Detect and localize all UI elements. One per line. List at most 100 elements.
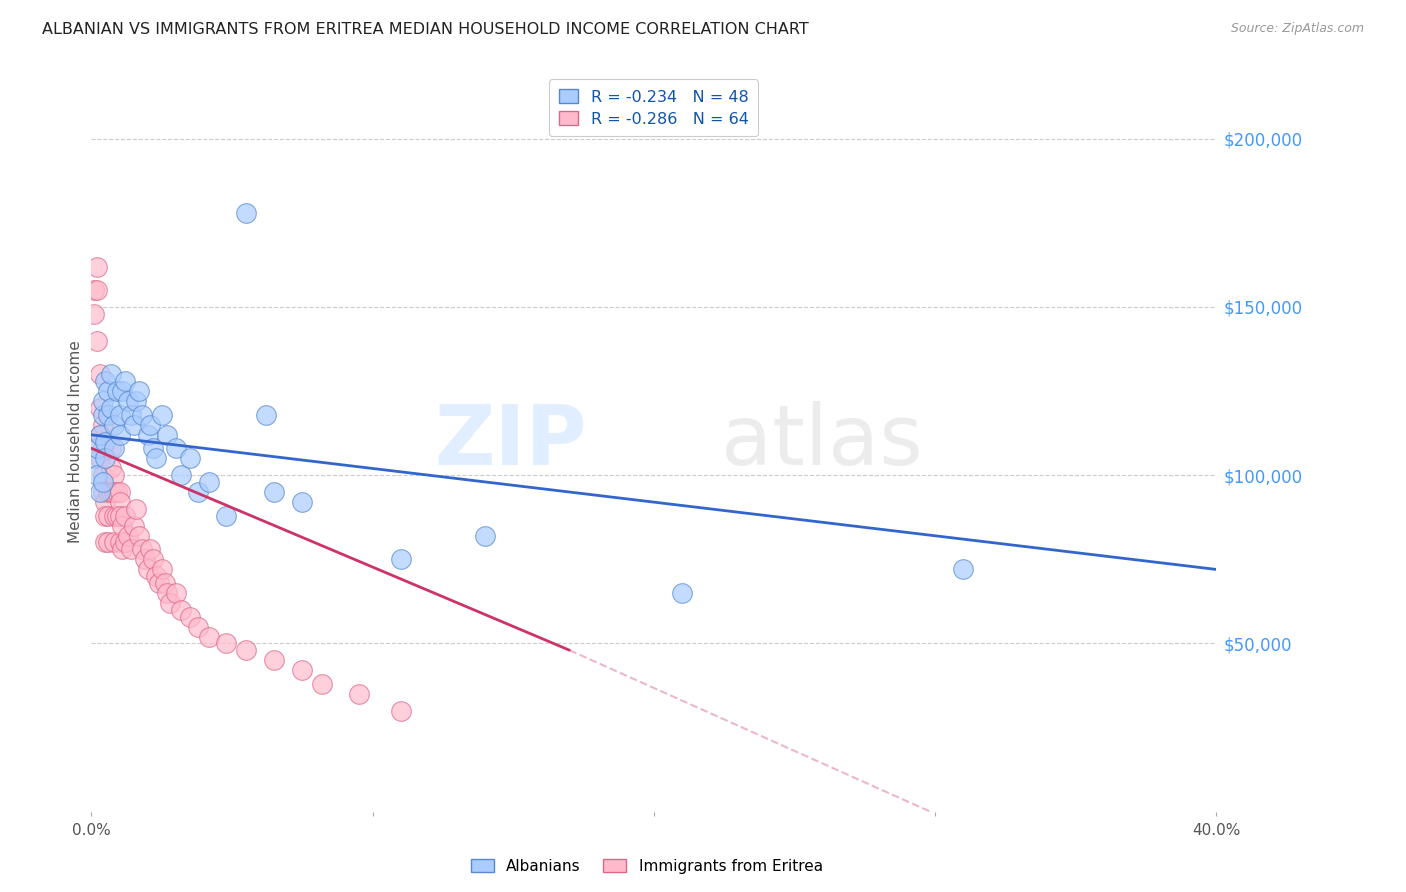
Point xyxy=(111,542,134,557)
Point xyxy=(131,542,153,557)
Point xyxy=(291,664,314,678)
Point xyxy=(86,334,108,348)
Point xyxy=(89,368,111,382)
Point xyxy=(114,535,136,549)
Point xyxy=(97,408,120,422)
Point xyxy=(86,283,108,297)
Text: ALBANIAN VS IMMIGRANTS FROM ERITREA MEDIAN HOUSEHOLD INCOME CORRELATION CHART: ALBANIAN VS IMMIGRANTS FROM ERITREA MEDI… xyxy=(42,22,808,37)
Point xyxy=(159,596,181,610)
Point xyxy=(100,442,122,456)
Point xyxy=(347,687,370,701)
Point xyxy=(263,653,285,667)
Point xyxy=(108,485,131,500)
Point xyxy=(91,442,114,456)
Point xyxy=(142,552,165,566)
Point xyxy=(89,401,111,415)
Point xyxy=(139,417,162,432)
Point xyxy=(263,485,285,500)
Legend: Albanians, Immigrants from Eritrea: Albanians, Immigrants from Eritrea xyxy=(464,853,830,880)
Point xyxy=(952,562,974,576)
Point xyxy=(103,508,125,523)
Point xyxy=(215,508,238,523)
Point xyxy=(94,451,117,466)
Point xyxy=(89,485,111,500)
Point xyxy=(122,417,145,432)
Point xyxy=(108,508,131,523)
Point xyxy=(86,260,108,274)
Point xyxy=(179,451,201,466)
Point xyxy=(100,368,122,382)
Point xyxy=(86,442,108,456)
Point xyxy=(128,384,150,398)
Point xyxy=(136,427,159,442)
Point xyxy=(83,451,105,466)
Point xyxy=(108,495,131,509)
Point xyxy=(114,374,136,388)
Text: ZIP: ZIP xyxy=(434,401,586,482)
Point xyxy=(94,434,117,449)
Point xyxy=(100,461,122,475)
Point xyxy=(474,529,496,543)
Point xyxy=(97,485,120,500)
Point xyxy=(120,542,142,557)
Point xyxy=(86,468,108,483)
Point xyxy=(91,475,114,489)
Point xyxy=(120,408,142,422)
Point xyxy=(91,485,114,500)
Point xyxy=(94,508,117,523)
Legend: R = -0.234   N = 48, R = -0.286   N = 64: R = -0.234 N = 48, R = -0.286 N = 64 xyxy=(550,79,758,136)
Point xyxy=(117,394,139,409)
Text: Source: ZipAtlas.com: Source: ZipAtlas.com xyxy=(1230,22,1364,36)
Point xyxy=(111,518,134,533)
Point xyxy=(150,562,173,576)
Point xyxy=(100,401,122,415)
Point xyxy=(142,442,165,456)
Point xyxy=(103,417,125,432)
Point xyxy=(170,603,193,617)
Point xyxy=(128,529,150,543)
Point xyxy=(187,485,209,500)
Point xyxy=(105,384,128,398)
Point xyxy=(89,451,111,466)
Point xyxy=(103,468,125,483)
Point xyxy=(165,586,187,600)
Y-axis label: Median Household Income: Median Household Income xyxy=(67,340,83,543)
Point xyxy=(94,535,117,549)
Point xyxy=(103,442,125,456)
Point xyxy=(83,307,105,321)
Point xyxy=(89,427,111,442)
Point xyxy=(100,485,122,500)
Point xyxy=(83,283,105,297)
Point xyxy=(108,535,131,549)
Text: atlas: atlas xyxy=(721,401,922,482)
Point xyxy=(134,552,156,566)
Point xyxy=(103,535,125,549)
Point xyxy=(389,704,412,718)
Point xyxy=(97,508,120,523)
Point xyxy=(103,485,125,500)
Point xyxy=(156,427,179,442)
Point xyxy=(94,374,117,388)
Point xyxy=(111,384,134,398)
Point xyxy=(131,408,153,422)
Point xyxy=(179,609,201,624)
Point xyxy=(91,394,114,409)
Point xyxy=(105,485,128,500)
Point xyxy=(89,427,111,442)
Point xyxy=(291,495,314,509)
Point xyxy=(311,677,333,691)
Point xyxy=(91,408,114,422)
Point xyxy=(91,468,114,483)
Point xyxy=(145,569,167,583)
Point xyxy=(117,529,139,543)
Point xyxy=(145,451,167,466)
Point xyxy=(108,427,131,442)
Point xyxy=(97,535,120,549)
Point xyxy=(198,475,221,489)
Point xyxy=(254,408,277,422)
Point xyxy=(235,205,257,219)
Point xyxy=(125,394,148,409)
Point xyxy=(150,408,173,422)
Point xyxy=(139,542,162,557)
Point xyxy=(122,518,145,533)
